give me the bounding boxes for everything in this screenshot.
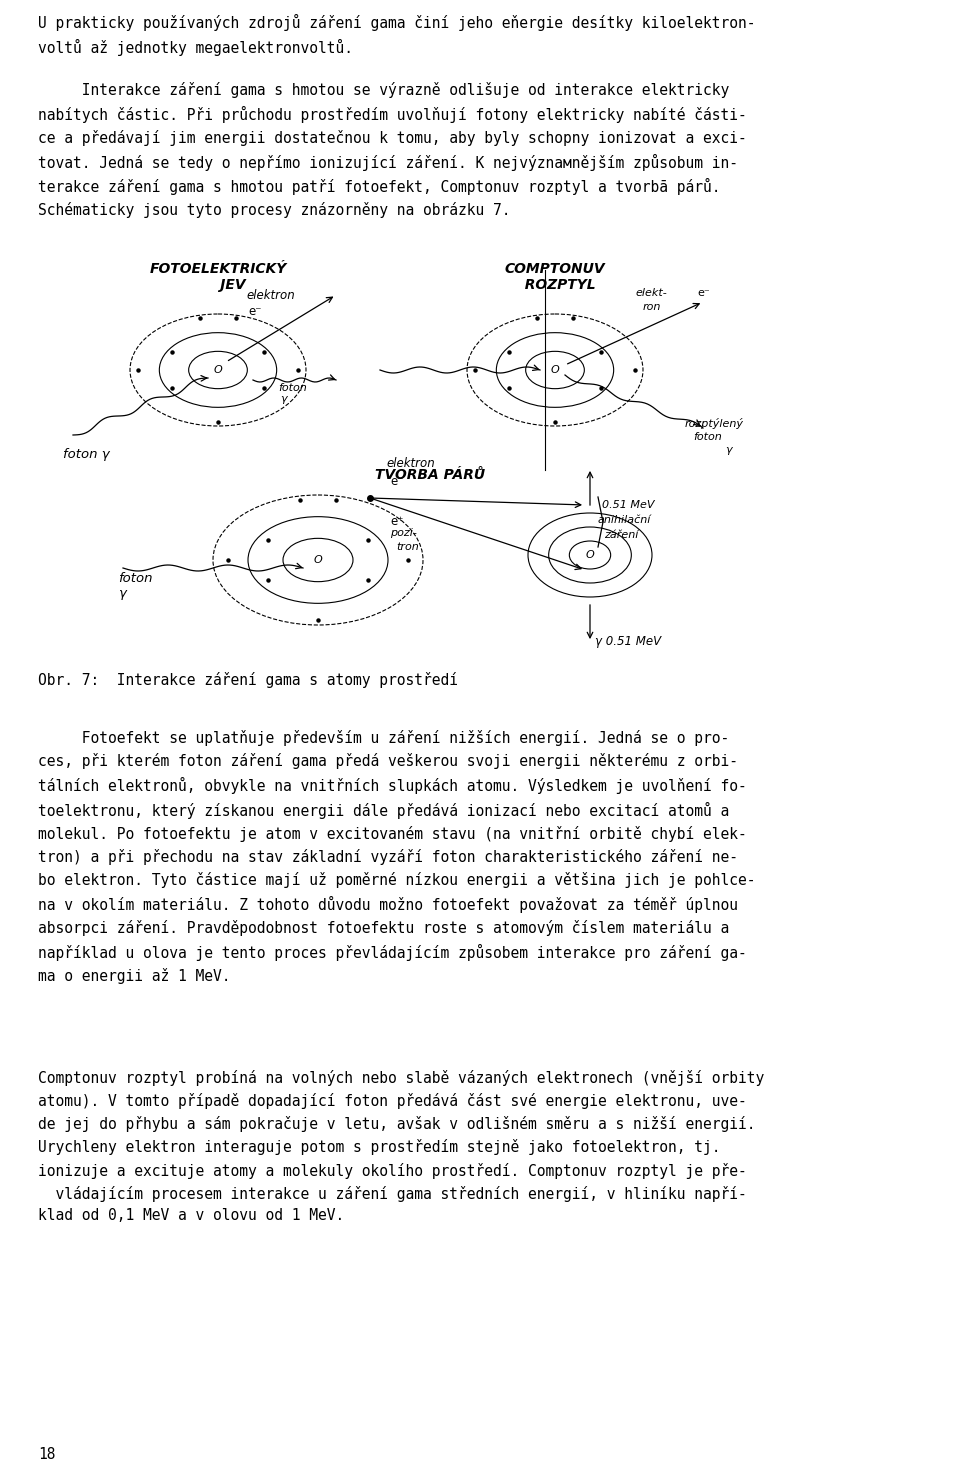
Text: foton: foton [278, 382, 307, 393]
Text: ROZPTYL: ROZPTYL [515, 277, 595, 292]
Text: O: O [214, 365, 223, 375]
Text: ron: ron [643, 303, 661, 311]
Text: elekt-: elekt- [635, 288, 667, 298]
Text: O: O [314, 555, 323, 565]
Text: FOTOELEKTRICKÝ: FOTOELEKTRICKÝ [150, 263, 287, 276]
Text: záření: záření [604, 530, 638, 540]
Text: e⁻: e⁻ [248, 306, 261, 317]
Text: foton γ: foton γ [63, 449, 109, 461]
Text: γ: γ [118, 587, 126, 601]
Text: foton: foton [118, 573, 153, 584]
Text: O: O [586, 551, 594, 559]
Text: elektron: elektron [246, 289, 295, 303]
Text: Fotoefekt se uplatňuje především u záření nižších energií. Jedná se o pro-
ces, : Fotoefekt se uplatňuje především u zářen… [38, 731, 756, 984]
Text: rozptýlený: rozptýlený [685, 418, 744, 430]
Text: e⁻: e⁻ [697, 288, 709, 298]
Text: e⁻: e⁻ [390, 475, 403, 489]
Text: Comptonuv rozptyl probíná na volných nebo slabě vázaných elektronech (vnější orb: Comptonuv rozptyl probíná na volných neb… [38, 1070, 764, 1224]
Text: pozi-: pozi- [390, 528, 417, 537]
Text: JEV: JEV [191, 277, 246, 292]
Text: COMPTONUV: COMPTONUV [505, 263, 606, 276]
Text: elektron: elektron [386, 458, 435, 469]
Text: 18: 18 [38, 1446, 56, 1463]
Text: anihilační: anihilační [598, 515, 652, 525]
Text: Interakce záření gama s hmotou se výrazně odlišuje od interakce elektricky
nabít: Interakce záření gama s hmotou se výrazn… [38, 83, 747, 218]
Text: foton: foton [693, 432, 722, 441]
Text: 0.51 MeV: 0.51 MeV [602, 500, 655, 511]
Text: tron: tron [396, 542, 419, 552]
Text: γ 0.51 MeV: γ 0.51 MeV [595, 635, 661, 648]
Text: Obr. 7:  Interakce záření gama s atomy prostředí: Obr. 7: Interakce záření gama s atomy pr… [38, 672, 458, 688]
Text: γ: γ [725, 444, 732, 455]
Text: TVORBA PÁRŮ: TVORBA PÁRŮ [375, 468, 485, 483]
Text: U prakticky používaných zdrojů záření gama činí jeho eňergie desítky kiloelektro: U prakticky používaných zdrojů záření ga… [38, 13, 756, 56]
Text: O: O [551, 365, 560, 375]
Text: e⁺: e⁺ [390, 515, 403, 528]
Text: γ: γ [280, 394, 287, 404]
